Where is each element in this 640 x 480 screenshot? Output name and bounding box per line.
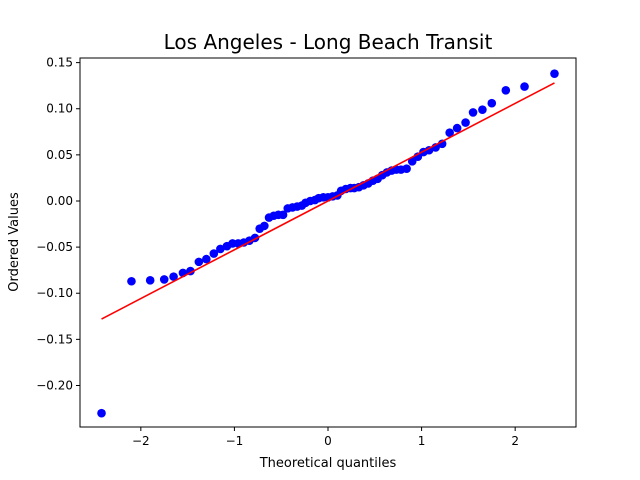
data-point <box>216 244 225 254</box>
x-tick-label: 0 <box>324 434 332 448</box>
data-point <box>260 221 269 231</box>
y-tick-label: −0.10 <box>36 286 73 300</box>
x-tick-label: 2 <box>511 434 519 448</box>
data-point <box>194 257 204 267</box>
data-point <box>520 82 529 91</box>
data-point <box>461 118 470 127</box>
data-point <box>437 139 447 149</box>
y-axis: 0.15 0.10 0.05 0.00 −0.05 −0.10 −0.15 −0.20 <box>36 56 80 392</box>
data-point <box>550 69 559 78</box>
data-point <box>202 254 211 264</box>
data-point <box>402 164 411 173</box>
data-point <box>159 275 169 284</box>
data-point <box>97 408 106 418</box>
data-point <box>169 272 178 281</box>
data-point <box>209 249 219 258</box>
x-tick-label: −2 <box>132 434 150 448</box>
data-point <box>424 145 434 155</box>
chart-title: Los Angeles - Long Beach Transit <box>164 30 493 54</box>
data-point <box>445 128 454 138</box>
y-tick-label: −0.15 <box>36 332 73 346</box>
y-tick-label: −0.05 <box>36 240 73 254</box>
data-point <box>278 210 288 220</box>
x-tick-label: −1 <box>226 434 244 448</box>
y-tick-label: 0.05 <box>46 148 73 162</box>
y-tick-label: −0.20 <box>36 378 73 392</box>
data-point <box>145 276 155 285</box>
y-axis-label: Ordered Values <box>7 192 22 292</box>
y-tick-label: 0.10 <box>46 102 73 116</box>
data-point <box>501 85 511 95</box>
y-tick-label: 0.15 <box>46 56 73 70</box>
x-axis-label: Theoretical quantiles <box>259 456 397 471</box>
x-tick-label: 1 <box>418 434 426 448</box>
data-point <box>468 108 478 117</box>
data-point <box>127 276 136 286</box>
data-point <box>452 123 462 133</box>
data-point <box>487 98 497 108</box>
plot-area <box>79 57 577 428</box>
x-axis: −2 −1 0 1 2 <box>132 427 519 448</box>
y-tick-label: 0.00 <box>46 194 73 208</box>
data-point <box>478 105 487 114</box>
fit-line <box>101 82 555 320</box>
plot-data-layer <box>97 69 559 418</box>
